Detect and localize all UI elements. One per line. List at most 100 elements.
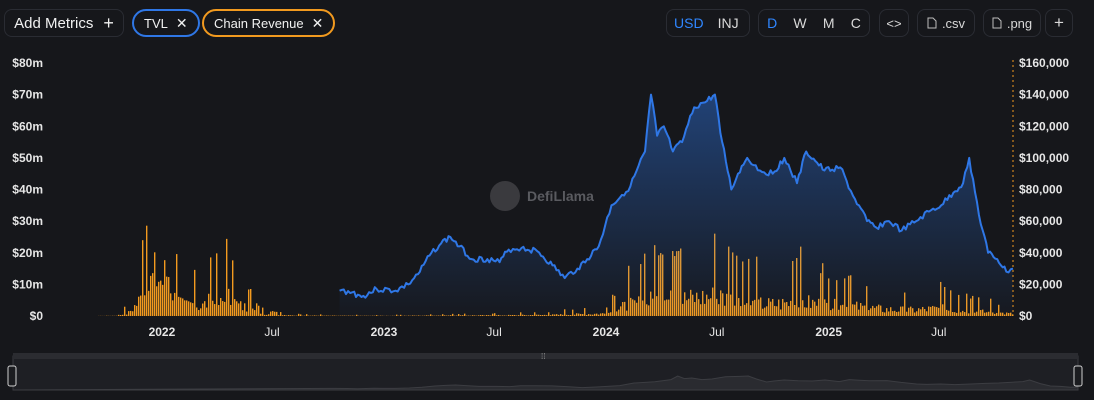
revenue-bar bbox=[292, 315, 294, 316]
revenue-bar bbox=[170, 293, 172, 316]
tvl-metric-pill[interactable]: TVL ✕ bbox=[132, 9, 200, 37]
revenue-bar bbox=[120, 315, 122, 316]
chain-revenue-metric-pill[interactable]: Chain Revenue ✕ bbox=[202, 9, 336, 37]
revenue-bar bbox=[236, 301, 238, 316]
range-handle-left[interactable] bbox=[7, 365, 17, 387]
close-icon[interactable]: ✕ bbox=[311, 15, 324, 31]
y-left-tick-label: $40m bbox=[12, 183, 43, 197]
range-brush-bar[interactable] bbox=[13, 353, 1078, 359]
revenue-bar bbox=[216, 253, 218, 316]
revenue-bar bbox=[172, 300, 174, 316]
revenue-bar bbox=[252, 308, 254, 316]
revenue-bar bbox=[146, 225, 148, 316]
revenue-bar bbox=[160, 280, 162, 316]
y-right-tick-label: $60,000 bbox=[1019, 214, 1063, 228]
revenue-bar bbox=[194, 269, 196, 316]
y-left-tick-label: $20m bbox=[12, 246, 43, 260]
range-brush-preview bbox=[12, 375, 1079, 391]
file-icon bbox=[992, 17, 1002, 29]
y-axis-right: $0 $20,000 $40,000 $60,000 $80,000 $100,000 $1… bbox=[1019, 56, 1069, 323]
revenue-bar bbox=[260, 313, 262, 316]
tvl-pill-label: TVL bbox=[144, 15, 168, 31]
y-right-tick-label: $80,000 bbox=[1019, 183, 1063, 197]
revenue-bar bbox=[220, 297, 222, 316]
tvl-series bbox=[339, 93, 1014, 316]
revenue-bar bbox=[140, 295, 142, 316]
revenue-bar bbox=[208, 293, 210, 316]
chart-area: $0 $10m $20m $30m $40m $50m $60m $70m $80m $0 $20… bbox=[7, 56, 1083, 391]
revenue-bar bbox=[284, 315, 286, 316]
defillama-logo-icon bbox=[490, 181, 520, 211]
close-icon[interactable]: ✕ bbox=[175, 15, 188, 31]
add-metrics-label: Add Metrics bbox=[14, 14, 94, 32]
revenue-bar bbox=[118, 314, 120, 316]
revenue-bar bbox=[182, 298, 184, 316]
revenue-bar bbox=[248, 289, 250, 316]
x-tick-label: 2025 bbox=[815, 325, 842, 339]
revenue-bar bbox=[256, 303, 258, 316]
x-tick-label: Jul bbox=[931, 325, 946, 339]
revenue-bar bbox=[202, 303, 204, 316]
chain-revenue-pill-label: Chain Revenue bbox=[214, 15, 304, 31]
revenue-bar bbox=[156, 286, 158, 316]
revenue-bar bbox=[214, 304, 216, 316]
revenue-bar bbox=[232, 260, 234, 316]
period-toggle: D W M C bbox=[758, 9, 870, 37]
period-w-button[interactable]: W bbox=[793, 15, 807, 31]
revenue-bar bbox=[148, 290, 150, 316]
x-tick-label: 2024 bbox=[593, 325, 620, 339]
csv-download-button[interactable]: .csv bbox=[917, 9, 975, 37]
revenue-bar bbox=[278, 315, 280, 316]
embed-button[interactable]: <> bbox=[879, 9, 909, 37]
revenue-bar bbox=[300, 314, 302, 316]
range-brush[interactable]: ⁞⁞ bbox=[7, 352, 1083, 391]
revenue-bar bbox=[196, 307, 198, 316]
y-right-tick-label: $160,000 bbox=[1019, 56, 1069, 70]
currency-inj-button[interactable]: INJ bbox=[717, 15, 739, 31]
add-metrics-button[interactable]: Add Metrics + bbox=[4, 9, 124, 37]
period-c-button[interactable]: C bbox=[850, 15, 861, 31]
revenue-bar bbox=[122, 314, 124, 316]
revenue-bar bbox=[206, 307, 208, 316]
x-tick-label: Jul bbox=[709, 325, 724, 339]
y-left-tick-label: $60m bbox=[12, 119, 43, 133]
png-download-button[interactable]: .png bbox=[983, 9, 1041, 37]
add-chart-button[interactable]: + bbox=[1045, 9, 1073, 37]
plus-icon: + bbox=[1054, 13, 1064, 32]
drag-handle-icon[interactable]: ⁞⁞ bbox=[541, 352, 545, 361]
revenue-bar bbox=[186, 300, 188, 316]
revenue-bar bbox=[142, 240, 144, 316]
currency-toggle: USD INJ bbox=[666, 9, 750, 37]
revenue-bar bbox=[246, 311, 248, 316]
period-d-button[interactable]: D bbox=[767, 15, 778, 31]
currency-usd-button[interactable]: USD bbox=[674, 15, 704, 31]
revenue-bar bbox=[152, 273, 154, 316]
revenue-bar bbox=[274, 311, 276, 316]
revenue-bar bbox=[132, 311, 134, 316]
revenue-bar bbox=[184, 300, 186, 316]
revenue-bar bbox=[272, 311, 274, 316]
revenue-bar bbox=[200, 308, 202, 316]
revenue-bar bbox=[212, 300, 214, 316]
period-m-button[interactable]: M bbox=[822, 15, 835, 31]
revenue-bar bbox=[178, 296, 180, 316]
revenue-bar bbox=[320, 314, 322, 316]
revenue-bar bbox=[280, 312, 282, 316]
revenue-bar bbox=[144, 295, 146, 316]
range-handle-right[interactable] bbox=[1073, 365, 1083, 387]
revenue-bar bbox=[230, 304, 232, 316]
revenue-bar bbox=[188, 301, 190, 316]
y-left-tick-label: $70m bbox=[12, 88, 43, 102]
x-tick-label: 2023 bbox=[371, 325, 398, 339]
revenue-bar bbox=[180, 297, 182, 316]
x-tick-label: Jul bbox=[486, 325, 501, 339]
revenue-bar bbox=[124, 306, 126, 316]
revenue-bar bbox=[198, 310, 200, 316]
file-icon bbox=[927, 17, 937, 29]
y-axis-left: $0 $10m $20m $30m $40m $50m $60m $70m $80m bbox=[12, 56, 43, 323]
plus-icon: + bbox=[103, 13, 114, 33]
revenue-bar bbox=[276, 311, 278, 316]
revenue-bar bbox=[250, 288, 252, 316]
revenue-bar bbox=[266, 314, 268, 316]
x-axis: 2022 Jul 2023 Jul 2024 Jul 2025 Jul bbox=[149, 325, 947, 339]
